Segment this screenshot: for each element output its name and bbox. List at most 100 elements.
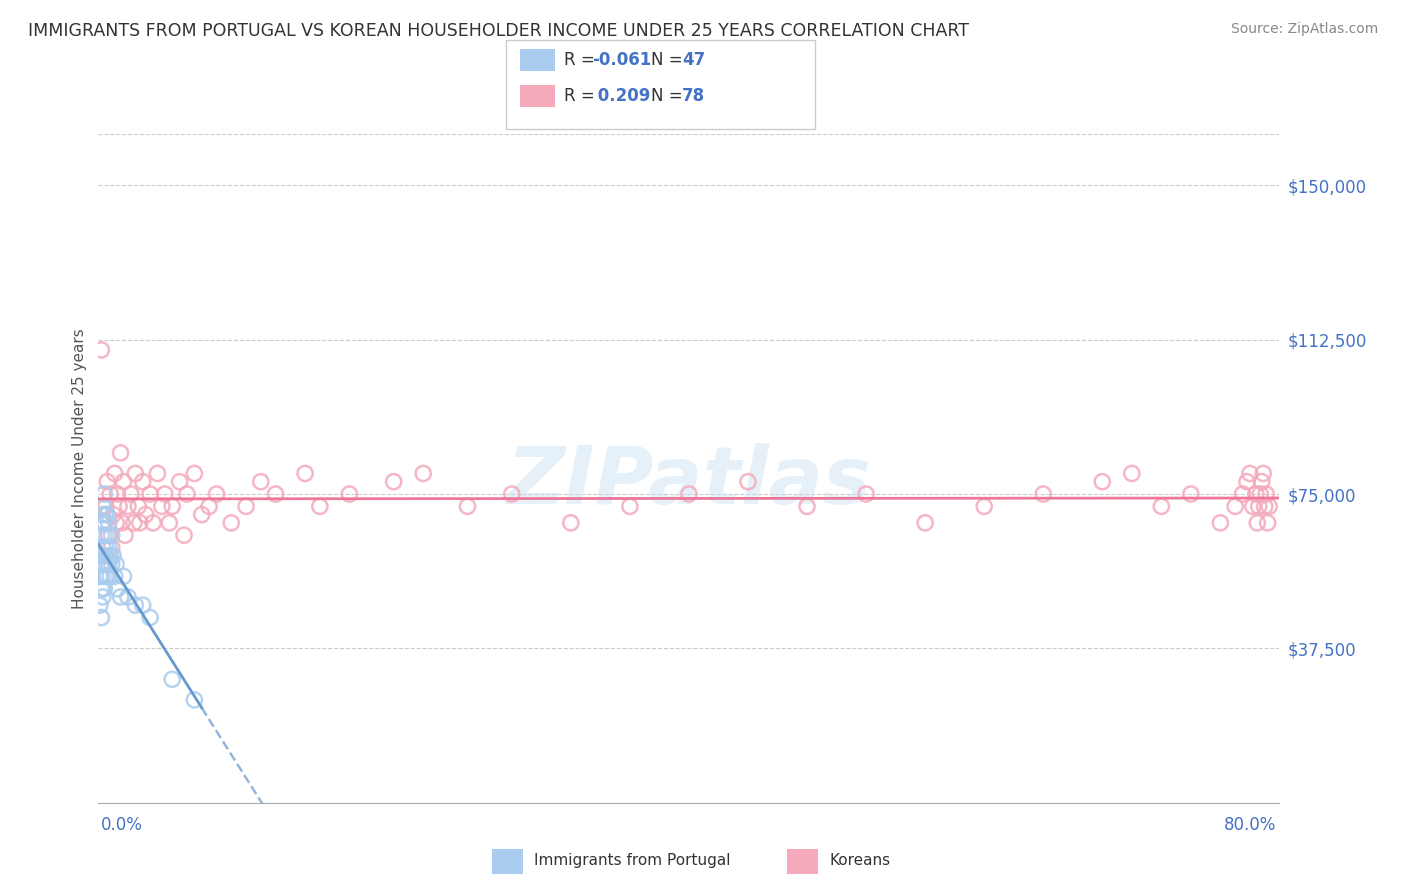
Point	[176, 487, 198, 501]
Point	[104, 569, 127, 583]
Point	[94, 541, 117, 555]
Text: IMMIGRANTS FROM PORTUGAL VS KOREAN HOUSEHOLDER INCOME UNDER 25 YEARS CORRELATION: IMMIGRANTS FROM PORTUGAL VS KOREAN HOUSE…	[28, 22, 969, 40]
Point	[456, 500, 478, 514]
Point	[1254, 500, 1277, 514]
Point	[93, 516, 115, 530]
Point	[94, 569, 117, 583]
Point	[94, 549, 117, 563]
Point	[205, 487, 228, 501]
Point	[1250, 475, 1272, 489]
Point	[191, 508, 214, 522]
Point	[111, 516, 134, 530]
Point	[93, 487, 115, 501]
Point	[117, 500, 139, 514]
Point	[1121, 467, 1143, 481]
Point	[1091, 475, 1114, 489]
Point	[93, 528, 115, 542]
Point	[96, 475, 118, 489]
Point	[235, 500, 257, 514]
Point	[150, 500, 173, 514]
Point	[90, 343, 112, 357]
Point	[104, 467, 127, 481]
Point	[97, 541, 120, 555]
Point	[122, 516, 145, 530]
Point	[501, 487, 523, 501]
Point	[973, 500, 995, 514]
Text: N =: N =	[651, 87, 688, 105]
Y-axis label: Householder Income Under 25 years: Householder Income Under 25 years	[72, 328, 87, 608]
Point	[1257, 516, 1279, 530]
Point	[1247, 500, 1270, 514]
Point	[91, 549, 114, 563]
Point	[124, 467, 146, 481]
Point	[91, 569, 114, 583]
Point	[183, 467, 205, 481]
Text: 78: 78	[682, 87, 704, 105]
Point	[98, 549, 121, 563]
Point	[107, 487, 129, 501]
Point	[1223, 500, 1246, 514]
Point	[183, 693, 205, 707]
Text: R =: R =	[564, 87, 600, 105]
Point	[105, 557, 128, 571]
Point	[153, 487, 176, 501]
Point	[1239, 467, 1261, 481]
Point	[855, 487, 877, 501]
Point	[90, 528, 112, 542]
Point	[1180, 487, 1202, 501]
Point	[100, 557, 122, 571]
Point	[1258, 500, 1281, 514]
Point	[98, 569, 121, 583]
Point	[132, 475, 155, 489]
Point	[89, 598, 111, 612]
Point	[96, 569, 118, 583]
Point	[90, 508, 112, 522]
Point	[100, 528, 122, 542]
Point	[737, 475, 759, 489]
Point	[112, 475, 135, 489]
Point	[107, 582, 129, 596]
Point	[93, 582, 115, 596]
Point	[90, 557, 112, 571]
Point	[1256, 487, 1278, 501]
Point	[382, 475, 405, 489]
Point	[96, 557, 118, 571]
Point	[139, 487, 162, 501]
Point	[173, 528, 195, 542]
Text: Koreans: Koreans	[830, 854, 890, 868]
Point	[560, 516, 582, 530]
Point	[219, 516, 242, 530]
Point	[619, 500, 641, 514]
Point	[114, 528, 136, 542]
Point	[142, 516, 165, 530]
Point	[110, 446, 132, 460]
Point	[103, 508, 125, 522]
Point	[110, 590, 132, 604]
Point	[97, 557, 120, 571]
Text: R =: R =	[564, 51, 600, 70]
Point	[139, 610, 162, 624]
Point	[309, 500, 332, 514]
Point	[91, 500, 114, 514]
Point	[914, 516, 936, 530]
Point	[91, 516, 114, 530]
Point	[1150, 500, 1173, 514]
Point	[1232, 487, 1254, 501]
Point	[162, 673, 183, 687]
Point	[112, 569, 135, 583]
Point	[796, 500, 818, 514]
Point	[93, 516, 115, 530]
Text: Immigrants from Portugal: Immigrants from Portugal	[534, 854, 731, 868]
Text: 0.0%: 0.0%	[101, 816, 143, 834]
Point	[128, 516, 150, 530]
Text: 80.0%: 80.0%	[1225, 816, 1277, 834]
Point	[127, 500, 149, 514]
Point	[198, 500, 221, 514]
Text: 0.209: 0.209	[592, 87, 651, 105]
Text: Source: ZipAtlas.com: Source: ZipAtlas.com	[1230, 22, 1378, 37]
Point	[1241, 500, 1264, 514]
Point	[169, 475, 191, 489]
Point	[100, 541, 122, 555]
Point	[294, 467, 316, 481]
Text: N =: N =	[651, 51, 688, 70]
